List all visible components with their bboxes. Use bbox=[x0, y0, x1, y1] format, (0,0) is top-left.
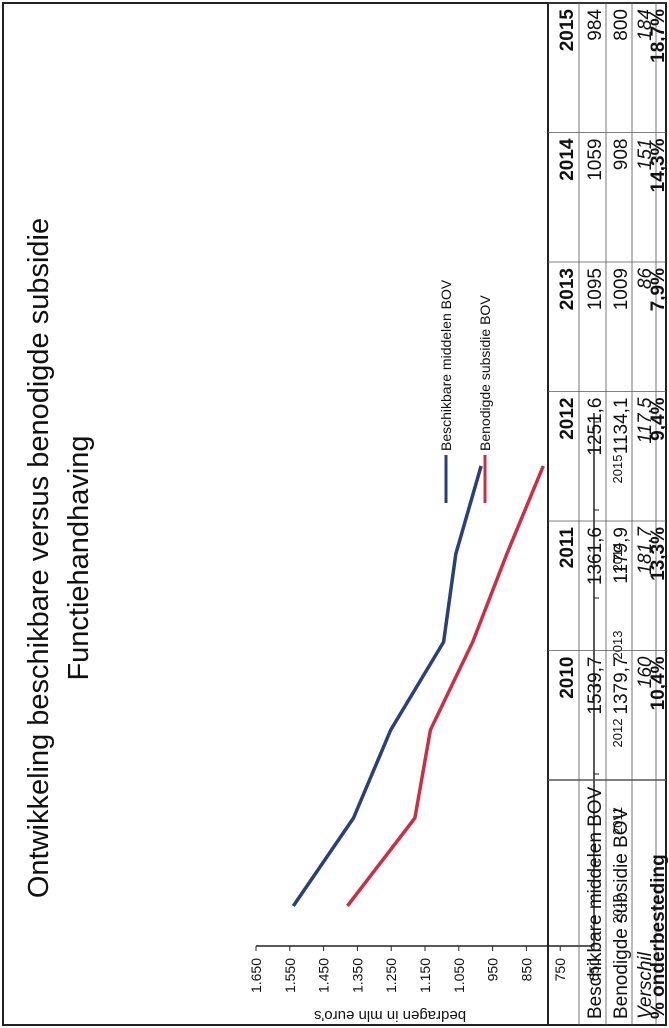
table-cell: 184 bbox=[635, 9, 656, 41]
y-tick-label: 1.550 bbox=[282, 958, 298, 993]
table-cell: 1379,7 bbox=[611, 657, 632, 715]
table-header-cell: 2010 bbox=[557, 657, 578, 699]
table-cell: 984 bbox=[585, 9, 606, 41]
y-tick-label: 1.650 bbox=[248, 958, 264, 993]
legend-label-series-1: Beschikbare middelen BOV bbox=[438, 279, 454, 451]
table-cell: 13,3% bbox=[648, 527, 669, 581]
table-header-cell: 2014 bbox=[557, 138, 578, 181]
table-cell: 1095 bbox=[585, 268, 606, 310]
table-cell: 181,7 bbox=[635, 526, 656, 575]
table-cell: 1059 bbox=[585, 139, 606, 181]
y-tick-label: 1.050 bbox=[451, 958, 467, 993]
table-cell: 86 bbox=[635, 268, 656, 290]
table-cell: 1179,9 bbox=[611, 527, 632, 584]
y-tick-label: 1.450 bbox=[316, 958, 332, 993]
x-tick-label: 2014 bbox=[610, 543, 625, 572]
x-tick-label: 2011 bbox=[610, 807, 625, 835]
table-header-cell: 2012 bbox=[557, 398, 578, 440]
table-cell: 7,9% bbox=[648, 268, 669, 311]
x-tick-label: 2012 bbox=[610, 719, 625, 748]
table-cell: 1009 bbox=[611, 268, 632, 310]
legend: Beschikbare middelen BOV Benodigde subsi… bbox=[438, 279, 493, 503]
series-line-1 bbox=[291, 465, 483, 907]
table-row-label: Verschil bbox=[635, 951, 656, 1019]
table-row-label: % onderbesteding bbox=[648, 854, 669, 1019]
table-cell: 151 bbox=[635, 139, 656, 171]
chart-subtitle: Functiehandhaving bbox=[63, 435, 95, 680]
table-cell: 1134,1 bbox=[611, 398, 632, 455]
x-tick-label: 2013 bbox=[610, 631, 625, 660]
table-header-cell: 2015 bbox=[557, 9, 578, 52]
y-tick-label: 1.350 bbox=[349, 958, 365, 993]
y-tick-label: 850 bbox=[518, 958, 534, 982]
table-row-label: Benodigde subsidie BOV bbox=[611, 807, 632, 1019]
y-tick-label: 650 bbox=[586, 958, 602, 982]
table-header-cell: 2013 bbox=[557, 268, 578, 310]
data-table: 2010 2011 2012 2013 2014 2015 Beschikbare midd… bbox=[547, 2, 669, 1025]
table-cell: 160 bbox=[635, 656, 656, 688]
y-tick-label: 750 bbox=[552, 958, 568, 982]
chart-title: Ontwikkeling beschikbare versus benodigd… bbox=[23, 218, 55, 898]
table-header-cell: 2011 bbox=[557, 527, 578, 569]
table-cell: 1539,7 bbox=[585, 657, 606, 715]
x-tick-label: 2015 bbox=[610, 455, 625, 484]
x-tick-label: 2010 bbox=[610, 895, 625, 924]
y-tick-label: 1.250 bbox=[383, 958, 399, 993]
table-cell: 1361,6 bbox=[585, 527, 606, 585]
table-cell: 14,3% bbox=[648, 138, 669, 192]
series-line-2 bbox=[346, 465, 545, 908]
table-cell: 117,5 bbox=[635, 397, 656, 444]
y-tick-label: 950 bbox=[485, 958, 501, 982]
table-cell: 1251,6 bbox=[585, 398, 606, 456]
table-cell: 9,4% bbox=[648, 397, 669, 440]
y-tick-label: 1.150 bbox=[417, 958, 433, 993]
table-cell: 10,4% bbox=[648, 656, 669, 710]
table-cell: 18,7% bbox=[648, 9, 669, 63]
y-axis-label: bedragen in mln euro's bbox=[314, 1007, 466, 1024]
legend-label-series-2: Benodigde subsidie BOV bbox=[477, 295, 493, 451]
table-cell: 908 bbox=[611, 139, 632, 171]
table-row-label: Beschikbare middelen BOV bbox=[585, 786, 606, 1019]
table-cell: 800 bbox=[611, 9, 632, 41]
